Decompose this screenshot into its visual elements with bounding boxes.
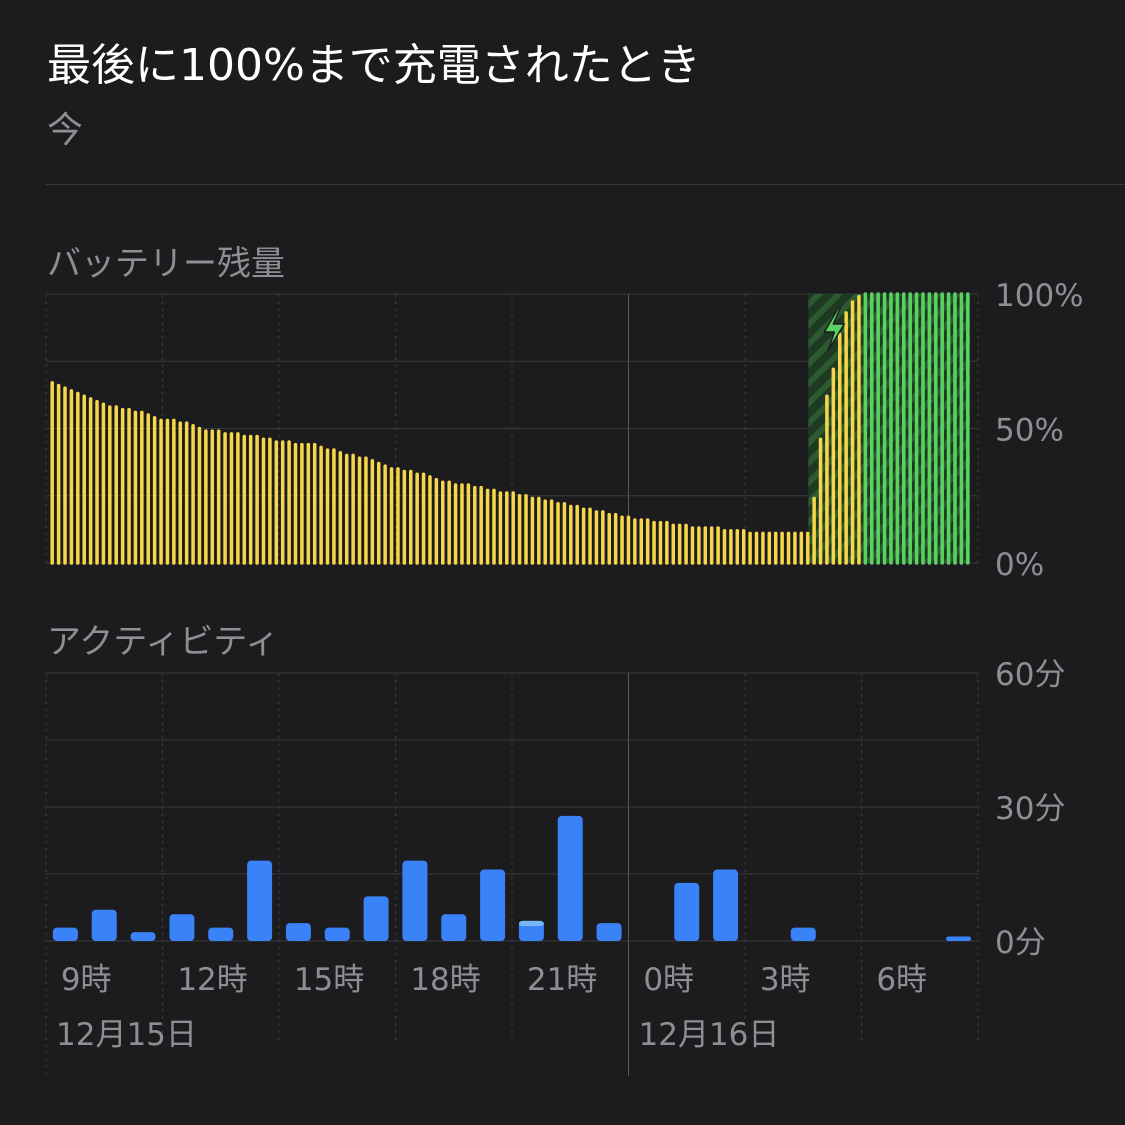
activity-bar	[441, 914, 467, 941]
battery-y-axis-labels: 0% 50% 100%	[995, 278, 1084, 583]
activity-bar	[946, 936, 972, 941]
activity-x-axis-labels: 9時 12時 15時 18時 21時 0時 3時 6時 12月15日 12月16日	[56, 962, 927, 1053]
activity-y-tick: 0分	[995, 925, 1046, 961]
activity-bar	[91, 909, 117, 941]
activity-x-tick: 3時	[760, 962, 811, 998]
activity-y-axis-labels: 0分 30分 60分	[995, 657, 1065, 961]
activity-bar	[480, 869, 506, 941]
activity-x-tick: 9時	[61, 962, 112, 998]
activity-bar	[790, 927, 816, 941]
page-title: 最後に100%まで充電されたとき	[47, 40, 701, 91]
activity-chart-grid	[45, 672, 979, 1076]
activity-date-label: 12月15日	[56, 1017, 197, 1053]
activity-x-tick: 0時	[643, 962, 694, 998]
activity-bar	[169, 914, 195, 941]
activity-x-tick: 21時	[527, 962, 597, 998]
activity-bar	[130, 932, 156, 941]
activity-bar	[52, 927, 78, 941]
battery-level-bars	[50, 292, 970, 565]
charging-bolt-icon	[823, 307, 846, 351]
activity-bar	[557, 815, 583, 941]
activity-y-tick: 30分	[995, 791, 1065, 827]
activity-bar	[363, 896, 389, 941]
last-charged-time: 今	[47, 110, 84, 151]
activity-bar-secondary	[518, 920, 544, 927]
battery-y-tick: 50%	[995, 413, 1064, 449]
activity-date-label: 12月16日	[639, 1017, 780, 1053]
activity-bar	[247, 860, 273, 941]
activity-bar	[674, 882, 700, 941]
battery-y-tick: 0%	[995, 547, 1044, 583]
activity-x-tick: 15時	[294, 962, 364, 998]
activity-x-tick: 6時	[876, 962, 927, 998]
activity-bar	[402, 860, 428, 941]
activity-bar	[596, 923, 622, 941]
battery-y-tick: 100%	[995, 278, 1084, 314]
activity-x-tick: 18時	[410, 962, 480, 998]
activity-bar	[324, 927, 350, 941]
battery-level-label: バッテリー残量	[47, 244, 285, 284]
activity-bar	[285, 923, 311, 941]
activity-bar	[713, 869, 739, 941]
activity-x-tick: 12時	[177, 962, 247, 998]
header-divider	[46, 184, 1125, 185]
activity-y-tick: 60分	[995, 657, 1065, 693]
activity-bars	[52, 815, 972, 941]
activity-label: アクティビティ	[47, 622, 280, 662]
activity-bar	[208, 927, 234, 941]
charging-bolt-icon	[823, 307, 846, 351]
